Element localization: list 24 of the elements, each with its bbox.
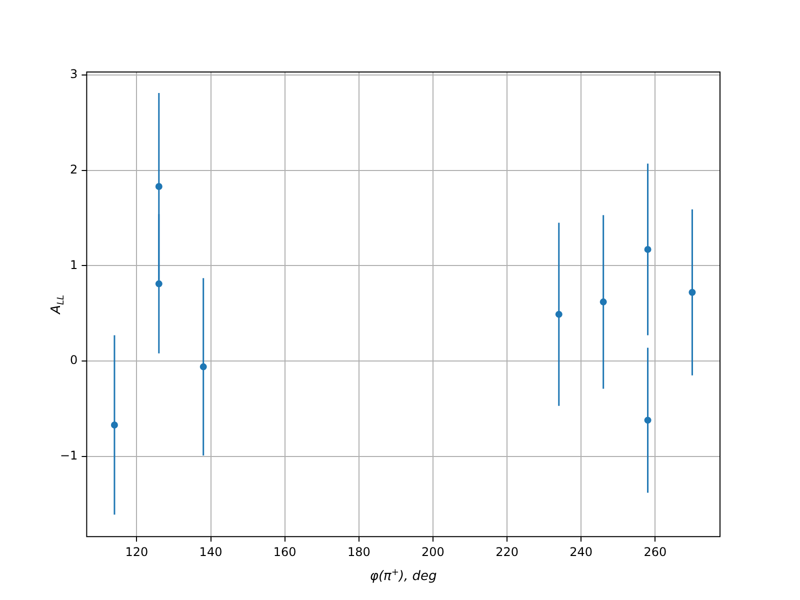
x-tick-label: 180: [347, 544, 370, 559]
point: [155, 182, 162, 190]
point: [200, 363, 207, 370]
point: [155, 280, 162, 288]
point: [555, 310, 562, 318]
point: [110, 421, 118, 428]
y-tick-label: 1: [70, 258, 78, 272]
y-axis-title: ALL: [49, 294, 66, 315]
x-tick-label: 220: [496, 544, 518, 559]
x-tick-label: 160: [273, 544, 296, 559]
x-tick-label: 200: [422, 544, 444, 559]
x-tick-label: 240: [570, 544, 593, 559]
point: [644, 246, 652, 253]
x-tick-label: 140: [199, 544, 222, 559]
x-axis-title: φ(π+), deg: [370, 568, 437, 584]
point: [688, 288, 696, 296]
point: [644, 416, 652, 424]
x-tick-label: 120: [125, 544, 148, 559]
x-tick-label: 260: [644, 544, 667, 559]
point: [600, 298, 607, 306]
y-tick-label: 3: [70, 66, 78, 81]
y-tick-label: 2: [70, 162, 78, 176]
y-tick-label: 0: [70, 353, 78, 368]
y-tick-label: −1: [60, 448, 78, 463]
